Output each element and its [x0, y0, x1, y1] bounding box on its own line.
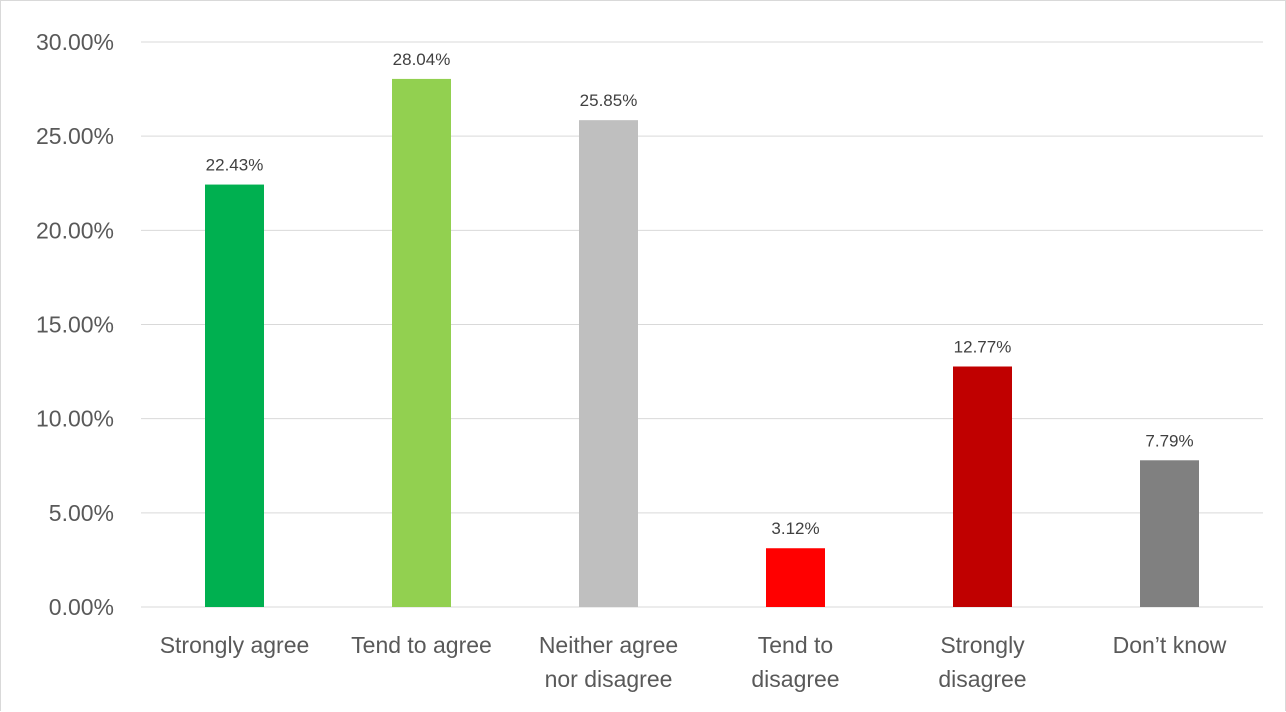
y-tick-label: 15.00%	[36, 312, 114, 338]
data-label: 28.04%	[393, 50, 451, 69]
bars	[205, 78, 1199, 608]
category-label: disagree	[751, 666, 839, 692]
category-label: Tend to agree	[351, 632, 492, 658]
bar	[579, 120, 638, 608]
category-label: Neither agree	[539, 632, 678, 658]
category-label: disagree	[938, 666, 1026, 692]
bar	[392, 78, 451, 607]
category-label: Don’t know	[1113, 632, 1227, 658]
data-label: 25.85%	[580, 91, 638, 110]
bar	[766, 548, 825, 607]
category-label: Strongly	[940, 632, 1025, 658]
y-tick-label: 20.00%	[36, 217, 114, 243]
y-axis-tick-labels: 0.00% 5.00% 10.00% 15.00% 20.00% 25.00% 30.00%	[36, 29, 114, 620]
y-tick-label: 5.00%	[49, 500, 114, 526]
y-tick-label: 10.00%	[36, 406, 114, 432]
bar	[205, 184, 264, 607]
category-label: nor disagree	[545, 666, 673, 692]
data-labels: 22.43% 28.04% 25.85% 3.12% 12.77% 7.79%	[206, 50, 1194, 538]
gridlines	[141, 41, 1263, 608]
category-label: Tend to	[758, 632, 833, 658]
data-label: 7.79%	[1145, 431, 1193, 450]
data-label: 12.77%	[954, 337, 1012, 356]
category-labels: Strongly agree Tend to agree Neither agree…	[160, 632, 1227, 692]
bar	[953, 366, 1012, 607]
y-tick-label: 30.00%	[36, 29, 114, 55]
bar	[1140, 460, 1199, 607]
y-tick-label: 25.00%	[36, 123, 114, 149]
y-tick-label: 0.00%	[49, 594, 114, 620]
category-label: Strongly agree	[160, 632, 310, 658]
data-label: 22.43%	[206, 156, 264, 175]
data-label: 3.12%	[771, 519, 819, 538]
